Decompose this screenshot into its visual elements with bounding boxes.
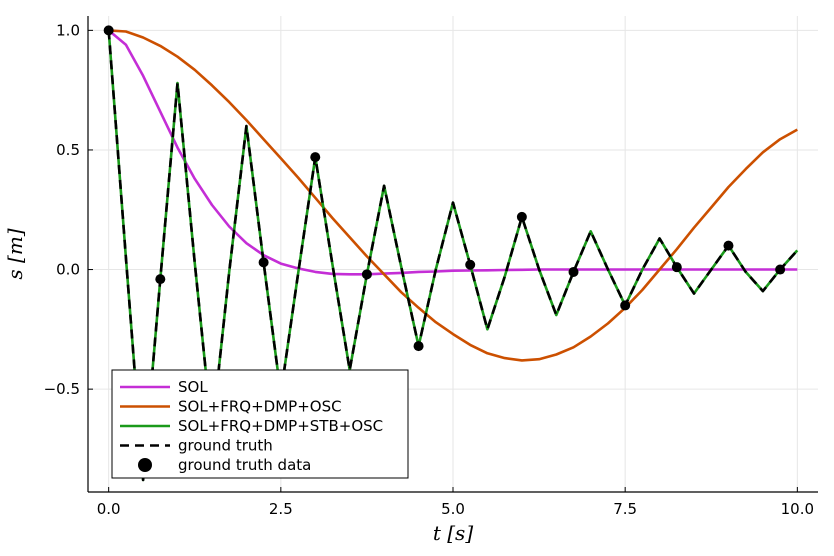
x-tick-label-1: 2.5: [269, 500, 293, 518]
x-tick-label-3: 7.5: [613, 500, 637, 518]
legend-label-1: SOL+FRQ+DMP+OSC: [178, 398, 342, 416]
x-axis-label: t [s]: [433, 521, 473, 545]
y-tick-label-0: −0.5: [44, 380, 80, 398]
y-tick-label-2: 0.5: [56, 141, 80, 159]
x-tick-label-4: 10.0: [781, 500, 814, 518]
legend-label-2: SOL+FRQ+DMP+STB+OSC: [178, 417, 383, 435]
data-point-7: [465, 259, 476, 270]
x-tick-label-0: 0.0: [97, 500, 121, 518]
data-point-4: [310, 152, 321, 163]
data-point-0: [103, 25, 114, 36]
series-line-0: [107, 29, 798, 276]
legend-label-3: ground truth: [178, 437, 273, 455]
y-tick-label-3: 1.0: [56, 21, 80, 39]
data-point-1: [155, 274, 166, 285]
y-axis-label: s [m]: [3, 228, 27, 279]
data-point-12: [723, 240, 734, 251]
data-point-8: [516, 211, 527, 222]
data-point-6: [413, 341, 424, 352]
data-point-5: [361, 269, 372, 280]
data-point-9: [568, 266, 579, 277]
legend-label-0: SOL: [178, 378, 208, 396]
tick-labels: 0.0 2.5 5.0 7.5 10.0 −0.5 0.0 0.5 1.0: [44, 21, 814, 518]
data-point-3: [258, 257, 269, 268]
y-tick-label-1: 0.0: [56, 261, 80, 279]
series-layer: [107, 29, 799, 482]
data-point-10: [620, 300, 631, 311]
legend-label-4: ground truth data: [178, 456, 311, 474]
data-point-11: [671, 262, 682, 273]
data-point-13: [775, 264, 786, 275]
x-tick-label-2: 5.0: [441, 500, 465, 518]
legend-marker-4: [138, 458, 152, 472]
series-line-1: [108, 29, 798, 362]
series-line-3: [107, 30, 799, 482]
